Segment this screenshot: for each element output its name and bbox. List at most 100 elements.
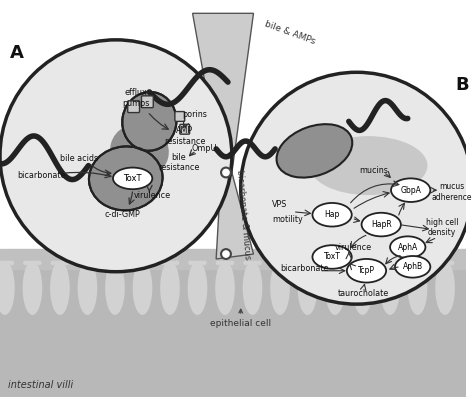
Polygon shape bbox=[216, 172, 254, 259]
Circle shape bbox=[168, 260, 173, 265]
Circle shape bbox=[106, 260, 110, 265]
Ellipse shape bbox=[380, 261, 400, 315]
Circle shape bbox=[278, 260, 283, 265]
Circle shape bbox=[51, 260, 55, 265]
Ellipse shape bbox=[78, 261, 97, 315]
Text: bicarbonate & mucus: bicarbonate & mucus bbox=[235, 170, 252, 260]
Circle shape bbox=[412, 260, 417, 265]
Ellipse shape bbox=[133, 261, 152, 315]
Circle shape bbox=[109, 260, 114, 265]
Circle shape bbox=[133, 260, 138, 265]
Circle shape bbox=[281, 260, 286, 265]
Circle shape bbox=[9, 260, 14, 265]
FancyBboxPatch shape bbox=[175, 112, 185, 121]
Bar bbox=[0, 254, 466, 396]
Ellipse shape bbox=[435, 261, 455, 315]
Text: bicarbonate: bicarbonate bbox=[280, 264, 329, 273]
Circle shape bbox=[415, 260, 420, 265]
Circle shape bbox=[226, 260, 231, 265]
Ellipse shape bbox=[347, 259, 386, 282]
Ellipse shape bbox=[0, 261, 15, 315]
Circle shape bbox=[284, 260, 289, 265]
Circle shape bbox=[274, 260, 279, 265]
Ellipse shape bbox=[408, 261, 428, 315]
Circle shape bbox=[89, 260, 93, 265]
Circle shape bbox=[85, 260, 90, 265]
Text: intestinal villi: intestinal villi bbox=[8, 380, 73, 390]
Circle shape bbox=[302, 260, 307, 265]
Circle shape bbox=[202, 260, 207, 265]
Circle shape bbox=[312, 260, 317, 265]
Ellipse shape bbox=[122, 92, 176, 151]
Circle shape bbox=[422, 260, 427, 265]
Ellipse shape bbox=[243, 261, 262, 315]
Text: virulence: virulence bbox=[335, 243, 372, 252]
Ellipse shape bbox=[391, 178, 430, 202]
Circle shape bbox=[394, 260, 399, 265]
Circle shape bbox=[367, 260, 372, 265]
Text: ToxT: ToxT bbox=[123, 174, 142, 183]
Circle shape bbox=[23, 260, 28, 265]
Circle shape bbox=[223, 260, 228, 265]
Circle shape bbox=[37, 260, 42, 265]
Circle shape bbox=[305, 260, 310, 265]
Circle shape bbox=[61, 260, 66, 265]
Circle shape bbox=[30, 260, 35, 265]
Text: AphB: AphB bbox=[402, 262, 423, 271]
Circle shape bbox=[271, 260, 275, 265]
Text: B: B bbox=[455, 76, 468, 94]
Text: c-di-GMP: c-di-GMP bbox=[105, 210, 141, 219]
FancyBboxPatch shape bbox=[128, 101, 139, 112]
Circle shape bbox=[144, 260, 148, 265]
Circle shape bbox=[164, 260, 169, 265]
Text: TcpP: TcpP bbox=[358, 266, 375, 275]
Circle shape bbox=[199, 260, 203, 265]
Ellipse shape bbox=[110, 124, 169, 178]
Ellipse shape bbox=[312, 245, 352, 269]
Ellipse shape bbox=[160, 261, 180, 315]
Text: AphA: AphA bbox=[398, 243, 418, 252]
Circle shape bbox=[221, 168, 231, 178]
Circle shape bbox=[147, 260, 152, 265]
Circle shape bbox=[54, 260, 59, 265]
Text: OmpU: OmpU bbox=[191, 144, 217, 154]
Circle shape bbox=[446, 260, 451, 265]
Text: virulence: virulence bbox=[134, 190, 171, 200]
Text: mucins: mucins bbox=[359, 166, 388, 175]
Circle shape bbox=[188, 260, 193, 265]
Circle shape bbox=[171, 260, 176, 265]
Ellipse shape bbox=[390, 236, 426, 258]
Text: bile acids: bile acids bbox=[60, 154, 98, 163]
Circle shape bbox=[219, 260, 224, 265]
Circle shape bbox=[2, 260, 7, 265]
Ellipse shape bbox=[188, 261, 207, 315]
Circle shape bbox=[257, 260, 262, 265]
Ellipse shape bbox=[325, 261, 345, 315]
FancyBboxPatch shape bbox=[141, 96, 153, 108]
Ellipse shape bbox=[105, 261, 125, 315]
Circle shape bbox=[381, 260, 385, 265]
Circle shape bbox=[119, 260, 124, 265]
Circle shape bbox=[137, 260, 141, 265]
Circle shape bbox=[339, 260, 344, 265]
Circle shape bbox=[336, 260, 341, 265]
Ellipse shape bbox=[113, 168, 152, 189]
Text: motility: motility bbox=[273, 215, 303, 224]
Circle shape bbox=[439, 260, 444, 265]
FancyBboxPatch shape bbox=[180, 124, 190, 134]
Ellipse shape bbox=[298, 261, 318, 315]
Circle shape bbox=[391, 260, 396, 265]
Circle shape bbox=[113, 260, 117, 265]
Circle shape bbox=[64, 260, 69, 265]
Circle shape bbox=[329, 260, 334, 265]
Circle shape bbox=[78, 260, 83, 265]
Text: GbpA: GbpA bbox=[400, 186, 421, 195]
Ellipse shape bbox=[395, 256, 430, 278]
Circle shape bbox=[419, 260, 423, 265]
Text: taurocholate: taurocholate bbox=[338, 289, 389, 298]
Circle shape bbox=[82, 260, 86, 265]
Text: Hap: Hap bbox=[324, 210, 340, 219]
Circle shape bbox=[364, 260, 368, 265]
Circle shape bbox=[0, 40, 232, 272]
Text: bile
resistance: bile resistance bbox=[158, 153, 200, 172]
